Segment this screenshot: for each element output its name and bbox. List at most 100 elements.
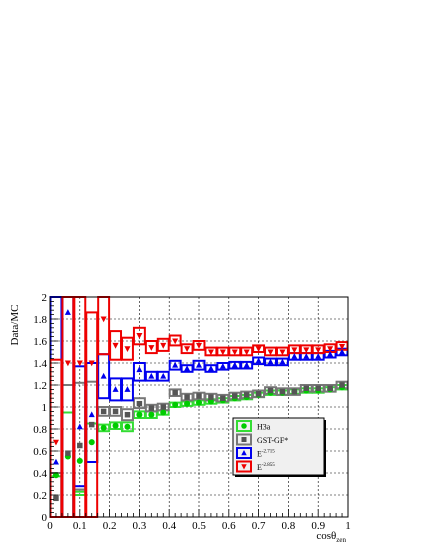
- y-tick-label-7: 1.4: [33, 358, 47, 370]
- series-0-point-8: [148, 411, 155, 418]
- y-tick-label-10: 2: [42, 292, 48, 304]
- series-2-box-13: [204, 364, 218, 373]
- data-markers: [52, 309, 346, 502]
- series-3-point-16: [243, 349, 250, 356]
- x-axis-label: cosθzen: [316, 530, 346, 544]
- series-2-point-4: [100, 372, 107, 379]
- y-axis-label: Data/MC: [9, 305, 21, 346]
- series-3-box-14: [216, 346, 230, 357]
- legend-entry-1: GST-GF*: [236, 433, 288, 446]
- series-0-point-5: [112, 422, 119, 429]
- series-1-point-8: [148, 405, 155, 411]
- series-3-point-11: [184, 346, 191, 352]
- series-0-point-6: [124, 423, 131, 430]
- series-2-point-18: [267, 358, 274, 365]
- series-2-point-8: [148, 372, 155, 379]
- series-1-box-7: [132, 397, 146, 410]
- axis-ticks: [49, 296, 349, 518]
- series-2-point-6: [124, 386, 131, 392]
- series-1-point-0: [53, 495, 59, 502]
- series-1-point-11: [184, 394, 190, 400]
- series-2-point-24: [339, 348, 346, 355]
- series-2-point-22: [315, 353, 322, 359]
- series-3-point-24: [339, 344, 346, 350]
- series-3-box-8: [144, 340, 158, 355]
- legend-label-1: GST-GF*: [257, 436, 288, 445]
- y-tick-label-1: 0.2: [33, 490, 47, 502]
- series-1-point-3: [88, 421, 95, 428]
- series-2-box-12: [192, 359, 206, 371]
- legend-label-text-0: H3a: [257, 423, 271, 432]
- legend-entry-0: H3a: [236, 420, 271, 432]
- series-2-point-3: [88, 411, 95, 418]
- series-1-point-4: [100, 408, 107, 415]
- y-tick-label-0: 0: [42, 512, 48, 524]
- series-3-point-18: [267, 349, 274, 356]
- series-3-point-23: [327, 346, 334, 352]
- x-axis-label-main: cosθ: [316, 530, 336, 542]
- series-1-point-19: [279, 388, 286, 395]
- series-2-point-12: [195, 361, 203, 368]
- y-tick-label-4: 0.8: [33, 424, 47, 436]
- series-2-point-2: [76, 423, 83, 430]
- legend-label-2: E-2.715: [257, 450, 275, 459]
- legend-swatch-box-3: [236, 460, 252, 473]
- y-tick-label-8: 1.6: [33, 336, 47, 348]
- x-tick-label-1: 0.1: [73, 520, 87, 532]
- series-2-point-5: [112, 386, 119, 392]
- series-2-point-14: [219, 363, 226, 369]
- legend-swatch-marker-3: [241, 464, 247, 470]
- x-axis-label-sub: zen: [336, 536, 346, 544]
- legend-swatch-marker-1: [241, 437, 247, 442]
- series-0-point-9: [160, 409, 167, 416]
- series-2-point-17: [255, 357, 262, 364]
- x-tick-label-10: 1: [345, 520, 351, 532]
- series-1-point-17: [255, 391, 262, 397]
- series-2-point-15: [231, 361, 238, 368]
- series-3-point-19: [279, 349, 286, 356]
- series-1-point-20: [291, 388, 298, 395]
- series-0-box-7: [132, 410, 146, 419]
- legend-swatch-box-2: [236, 447, 252, 459]
- series-3-point-5: [112, 342, 119, 349]
- series-3-box-10: [168, 334, 182, 347]
- series-1-point-10: [172, 389, 178, 396]
- series-0-point-13: [207, 398, 214, 405]
- series-1-point-16: [243, 392, 250, 398]
- legend-swatch-box-1: [236, 433, 252, 446]
- series-3-box-6: [121, 336, 134, 361]
- series-1-point-2: [77, 442, 83, 449]
- series-3-point-3: [88, 360, 95, 367]
- series-0-point-2: [76, 457, 83, 464]
- series-3-point-1: [64, 360, 71, 367]
- legend-label-text-3: E: [257, 463, 262, 472]
- y-tick-label-2: 0.4: [33, 468, 47, 480]
- legend-label-exponent-3: -2.855: [262, 463, 275, 468]
- series-0-point-4: [100, 424, 107, 431]
- x-tick-label-7: 0.7: [252, 520, 266, 532]
- series-3-box-13: [204, 346, 218, 357]
- series-0-box-6: [121, 421, 134, 433]
- x-tick-label-4: 0.4: [162, 520, 176, 532]
- series-0-point-11: [184, 400, 191, 407]
- series-1-point-14: [220, 395, 226, 401]
- series-1-point-13: [208, 394, 214, 400]
- series-1-markers: [53, 382, 345, 502]
- x-tick-label-5: 0.5: [192, 520, 206, 532]
- series-2-point-11: [184, 365, 191, 371]
- series-1-point-18: [267, 387, 274, 394]
- series-3-box-9: [156, 337, 170, 352]
- legend-label-text-2: E: [257, 450, 262, 459]
- series-1-point-9: [160, 404, 166, 410]
- x-tick-label-2: 0.2: [103, 520, 117, 532]
- x-tick-label-3: 0.3: [133, 520, 147, 532]
- series-3-point-22: [315, 347, 322, 354]
- series-1-point-6: [124, 411, 131, 418]
- series-2-box-6: [121, 377, 134, 402]
- series-2-point-20: [291, 353, 298, 359]
- series-3-box-16: [240, 346, 254, 357]
- series-2-box-16: [240, 360, 254, 370]
- series-3-point-0: [52, 439, 59, 446]
